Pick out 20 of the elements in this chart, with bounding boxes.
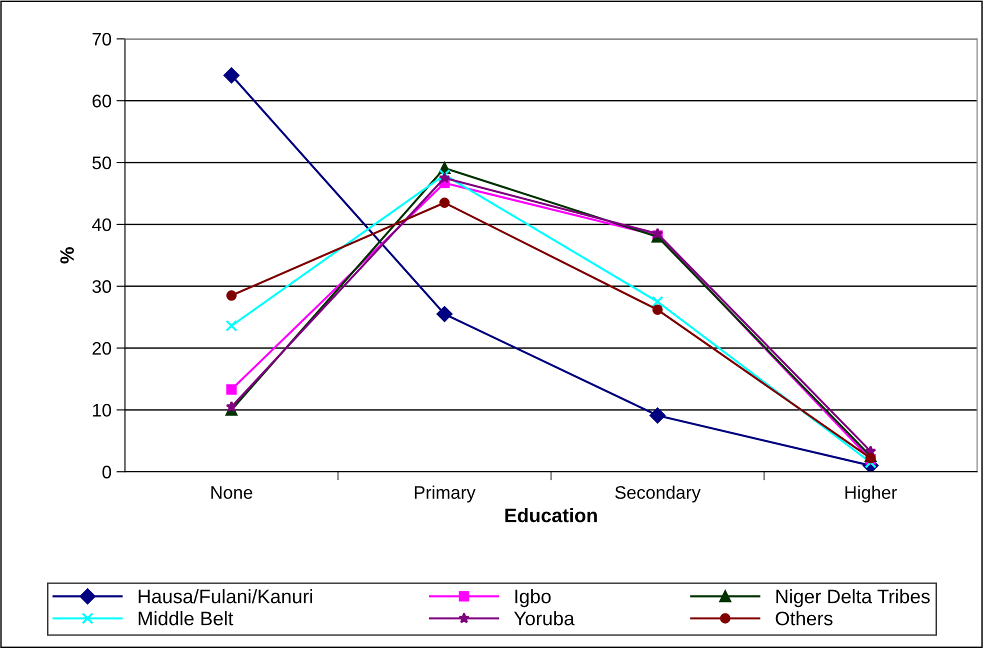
legend-label: Others: [776, 611, 832, 626]
x-tick-label: None: [211, 486, 252, 499]
y-tick-label: 10: [93, 404, 112, 417]
legend-label: Igbo: [515, 589, 551, 608]
legend-label: Niger Delta Tribes: [776, 589, 930, 608]
y-tick-label: 50: [92, 156, 112, 170]
y-axis-title: %: [60, 247, 74, 264]
x-tick-label: Secondary: [615, 486, 701, 502]
legend-label: Hausa/Fulani/Kanuri: [138, 589, 312, 604]
x-tick-label: Higher: [845, 486, 897, 502]
legend-label: Middle Belt: [138, 611, 234, 626]
y-tick-label: 0: [102, 466, 112, 478]
x-tick-label: Primary: [414, 486, 476, 502]
x-axis-title: Education: [505, 508, 597, 522]
y-tick-label: 70: [92, 32, 112, 46]
y-tick-label: 30: [92, 280, 112, 293]
y-tick-label: 20: [92, 342, 112, 355]
y-tick-label: 60: [92, 94, 112, 108]
legend-label: Yoruba: [514, 611, 575, 626]
y-tick-label: 40: [92, 218, 112, 232]
